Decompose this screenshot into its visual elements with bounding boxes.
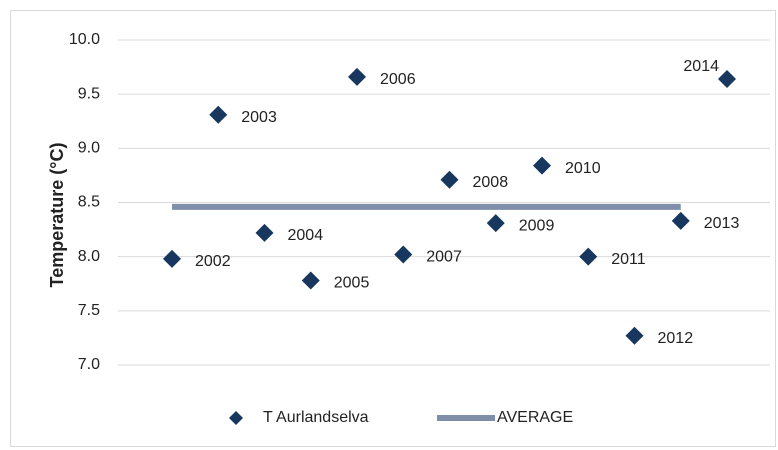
- y-tick-label: 8.0: [78, 248, 100, 265]
- data-point: [486, 214, 505, 233]
- legend-label: T Aurlandselva: [263, 409, 369, 426]
- data-point: [579, 247, 598, 266]
- data-point: [533, 156, 551, 175]
- data-point: [440, 170, 459, 189]
- chart-frame: [10, 10, 776, 447]
- y-tick-label: 7.0: [78, 356, 100, 373]
- y-axis-title: Temperature (°C): [47, 143, 67, 288]
- y-tick-label: 8.5: [78, 194, 100, 211]
- point-label: 2009: [519, 217, 555, 234]
- point-label: 2014: [683, 58, 719, 75]
- y-tick-label: 9.5: [78, 85, 100, 102]
- y-tick-label: 10.0: [69, 31, 100, 48]
- point-label: 2010: [565, 160, 601, 177]
- point-label: 2008: [473, 174, 509, 191]
- point-label: 2007: [426, 249, 462, 266]
- data-point: [625, 326, 644, 345]
- data-point: [209, 105, 228, 124]
- point-label: 2011: [611, 251, 646, 268]
- data-point: [394, 245, 413, 264]
- data-point: [348, 67, 366, 86]
- legend-symbol: [229, 411, 243, 425]
- data-point: [718, 70, 736, 88]
- y-tick-label: 9.0: [78, 140, 100, 157]
- point-label: 2003: [241, 109, 277, 126]
- point-label: 2002: [195, 253, 231, 270]
- point-label: 2012: [658, 330, 694, 347]
- data-point: [301, 271, 320, 290]
- data-point: [671, 211, 690, 230]
- point-label: 2013: [704, 215, 740, 232]
- data-point: [163, 249, 181, 268]
- legend-label: AVERAGE: [497, 409, 573, 426]
- y-tick-label: 7.5: [78, 302, 100, 319]
- point-label: 2006: [380, 71, 416, 88]
- point-label: 2004: [288, 227, 324, 244]
- data-point: [255, 223, 274, 242]
- point-label: 2005: [334, 275, 370, 292]
